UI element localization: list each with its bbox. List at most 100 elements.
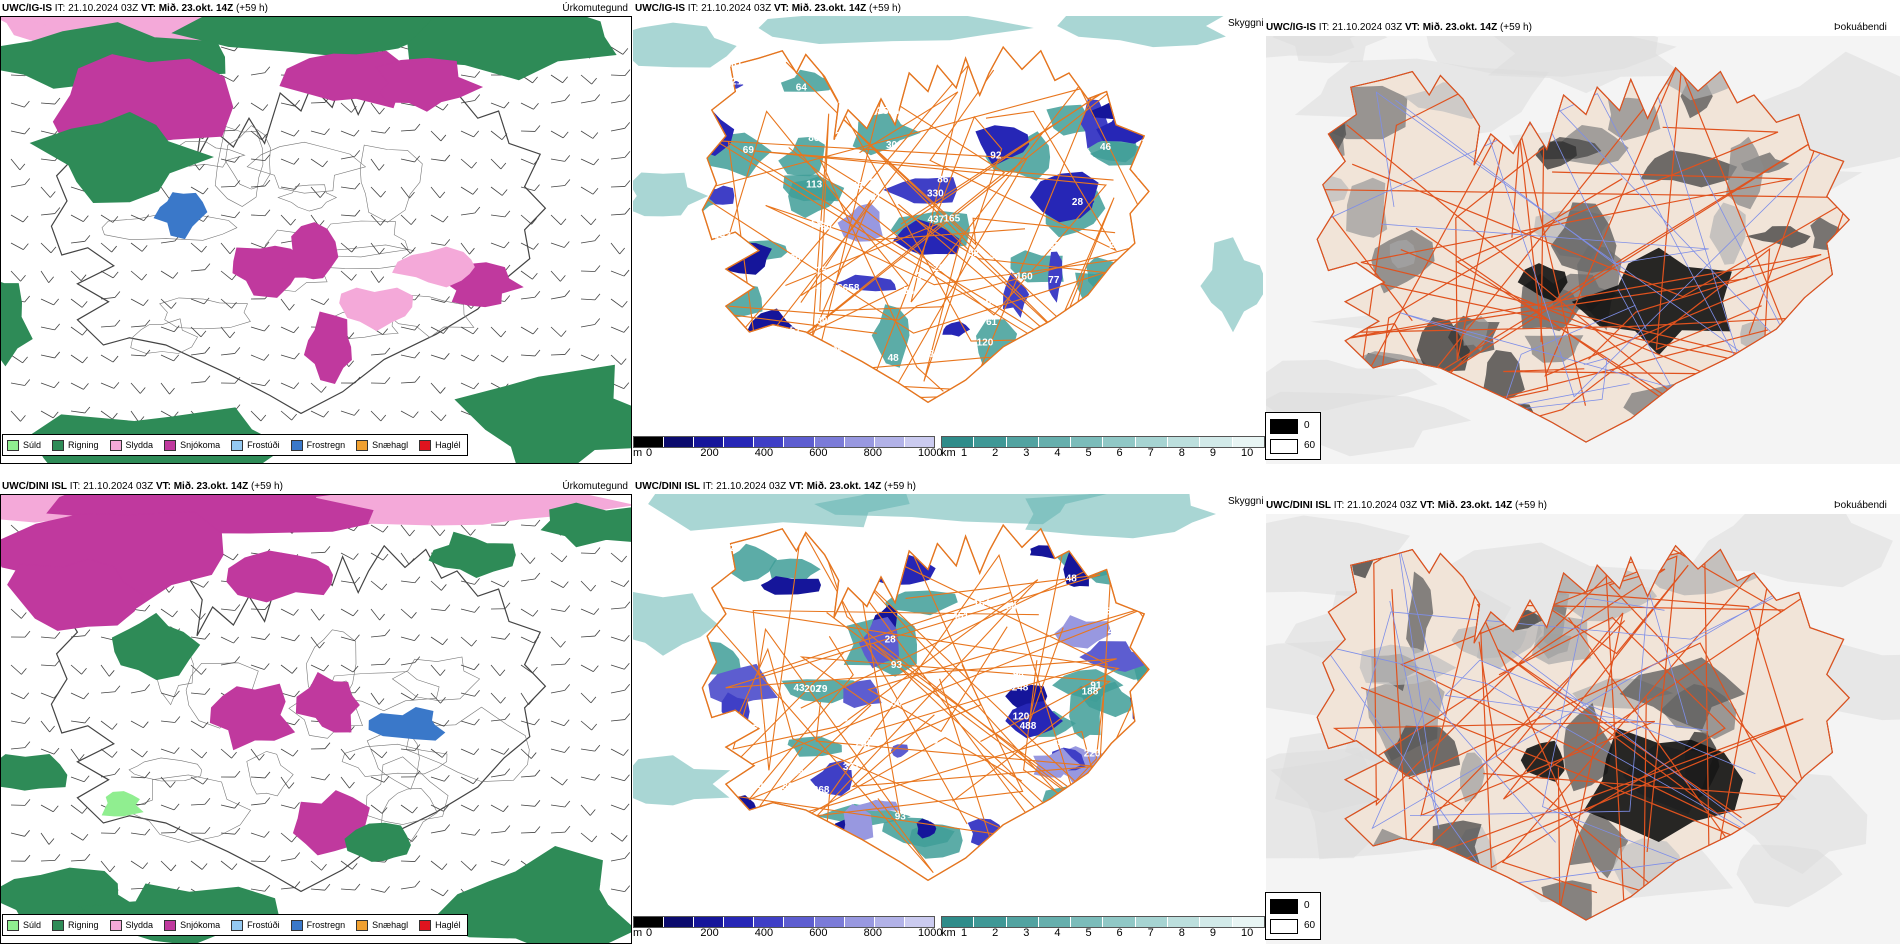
panel-title: UWC/DINI ISL IT: 21.10.2024 03Z VT: Mið.… [635,481,916,492]
legend-label: Rigning [68,920,99,930]
ceiling-label: 165 [944,213,961,224]
ceiling-label: 52 [968,248,980,259]
precip-area [344,822,411,862]
legend-swatch [52,919,65,931]
legend-label: Slydda [125,440,154,450]
panel-title: UWC/IG-IS IT: 21.10.2024 03Z VT: Mið. 23… [1266,22,1532,33]
panel-title: UWC/DINI ISL IT: 21.10.2024 03Z VT: Mið.… [1266,500,1547,511]
colorbar-tick: 9 [1209,927,1216,939]
fog-key: 0 60 [1265,892,1321,940]
colorbar-tick: 200 [700,447,719,459]
precip-area [303,311,352,384]
legend-item: Frostregn [290,919,345,931]
ceiling-label: 30 [886,140,898,151]
ceiling-label: 368 [813,785,830,796]
precip-area [7,558,144,631]
ceiling-label: 401 [843,546,860,557]
ceiling-label: 79 [864,102,876,113]
ceiling-label: 48 [1066,573,1078,584]
ceiling-label: 224 [1122,361,1139,372]
precip-area [339,287,414,332]
panel-title: UWC/IG-IS IT: 21.10.2024 03Z VT: Mið. 23… [635,3,901,14]
ceiling-label: 45 [753,719,765,730]
colorbar-tick: 8 [1178,927,1185,939]
legend-swatch [109,439,122,451]
colorbar-tick: 200 [700,927,719,939]
ceiling-label: 90 [837,713,849,724]
ceiling-label: 248 [1012,682,1029,693]
ceiling-label: 33 [832,342,844,353]
cloud-base-height-colorbar [633,436,935,448]
ceiling-label: 55 [728,360,740,371]
colorbar-tick: 10 [1241,927,1254,939]
colorbar-tick: 2 [992,447,999,459]
ceiling-label: 88 [891,698,903,709]
precip-area [454,364,631,463]
colorbar-tick: 9 [1209,447,1216,459]
legend-label: Snjókoma [180,440,221,450]
colorbar-tick: 800 [863,447,882,459]
legend-label: Frostregn [306,440,346,450]
precip-area [540,502,631,548]
legend-label: Haglél [435,440,461,450]
ceiling-label: 93 [891,660,903,671]
ceiling-label: 79 [816,684,828,695]
legend-label: Rigning [68,440,99,450]
legend-item: Súld [7,919,41,931]
legend-item: Snæhagl [356,439,408,451]
ceiling-label: 51 [870,192,882,203]
ceiling-label: 330 [927,188,944,199]
colorbar-tick: 6 [1116,447,1123,459]
ceiling-label: 28 [1072,197,1084,208]
colorbar-unit: m [633,447,643,459]
ceiling-label: 208 [1109,240,1126,251]
ceiling-label: 64 [796,83,808,94]
legend-swatch [290,439,303,451]
ceiling-label: 69 [743,145,755,156]
ceiling-label: 263 [1043,241,1060,252]
ceiling-label: 15 [816,265,828,276]
colorbar-tick: 10 [1241,447,1254,459]
precip-area [171,17,457,58]
legend-item: Rigning [52,919,99,931]
ceiling-label: 55 [1098,541,1110,552]
ceiling-label: 38 [916,271,928,282]
visibility-panel-bottom: UWC/DINI ISL IT: 21.10.2024 03Z VT: Mið.… [633,478,1265,944]
precip-area [368,706,446,741]
ceiling-label: 682 [986,296,1003,307]
precip-area [1,753,68,791]
ceiling-label: 89 [793,768,805,779]
legend-item: Snjókoma [164,439,221,451]
ceiling-label: 48 [1123,253,1135,264]
precip-panel-bottom: UWC/DINI ISL IT: 21.10.2024 03Z VT: Mið.… [0,478,632,944]
ceiling-label: 143 [714,230,731,241]
visibility-colorbar [941,916,1265,928]
ceiling-label: 61 [986,317,998,328]
legend-item: Frostúði [231,439,280,451]
ceiling-label: 451 [952,611,969,622]
legend-swatch [356,439,369,451]
colorbar-tick: 4 [1054,927,1061,939]
precip-area [280,222,339,280]
colorbar-tick: 600 [809,927,828,939]
legend-swatch [109,919,122,931]
ceiling-label: 82 [724,543,736,554]
legend-item: Rigning [52,439,99,451]
colorbar-tick: 2 [992,927,999,939]
height-ticks: m 0 200 400 600 800 1000 [633,927,943,941]
ceiling-label: 6658 [837,283,860,294]
visibility-ticks: km 1 2 3 4 5 6 7 8 9 10 [941,927,1263,941]
precip-area [316,495,631,526]
colorbar-tick: 4 [1054,447,1061,459]
ceiling-label: 54 [903,286,915,297]
legend-label: Snæhagl [372,920,409,930]
ceiling-label: 46 [1100,142,1112,153]
legend-swatch [7,919,19,931]
legend-item: Súld [7,439,41,451]
colorbar-tick: 1 [961,927,968,939]
fog-map [1266,514,1900,944]
ceiling-label: 120 [1013,712,1030,723]
ceiling-label: 220 [1084,749,1101,760]
colorbar-tick: 400 [754,447,774,459]
precip-area [29,111,214,204]
